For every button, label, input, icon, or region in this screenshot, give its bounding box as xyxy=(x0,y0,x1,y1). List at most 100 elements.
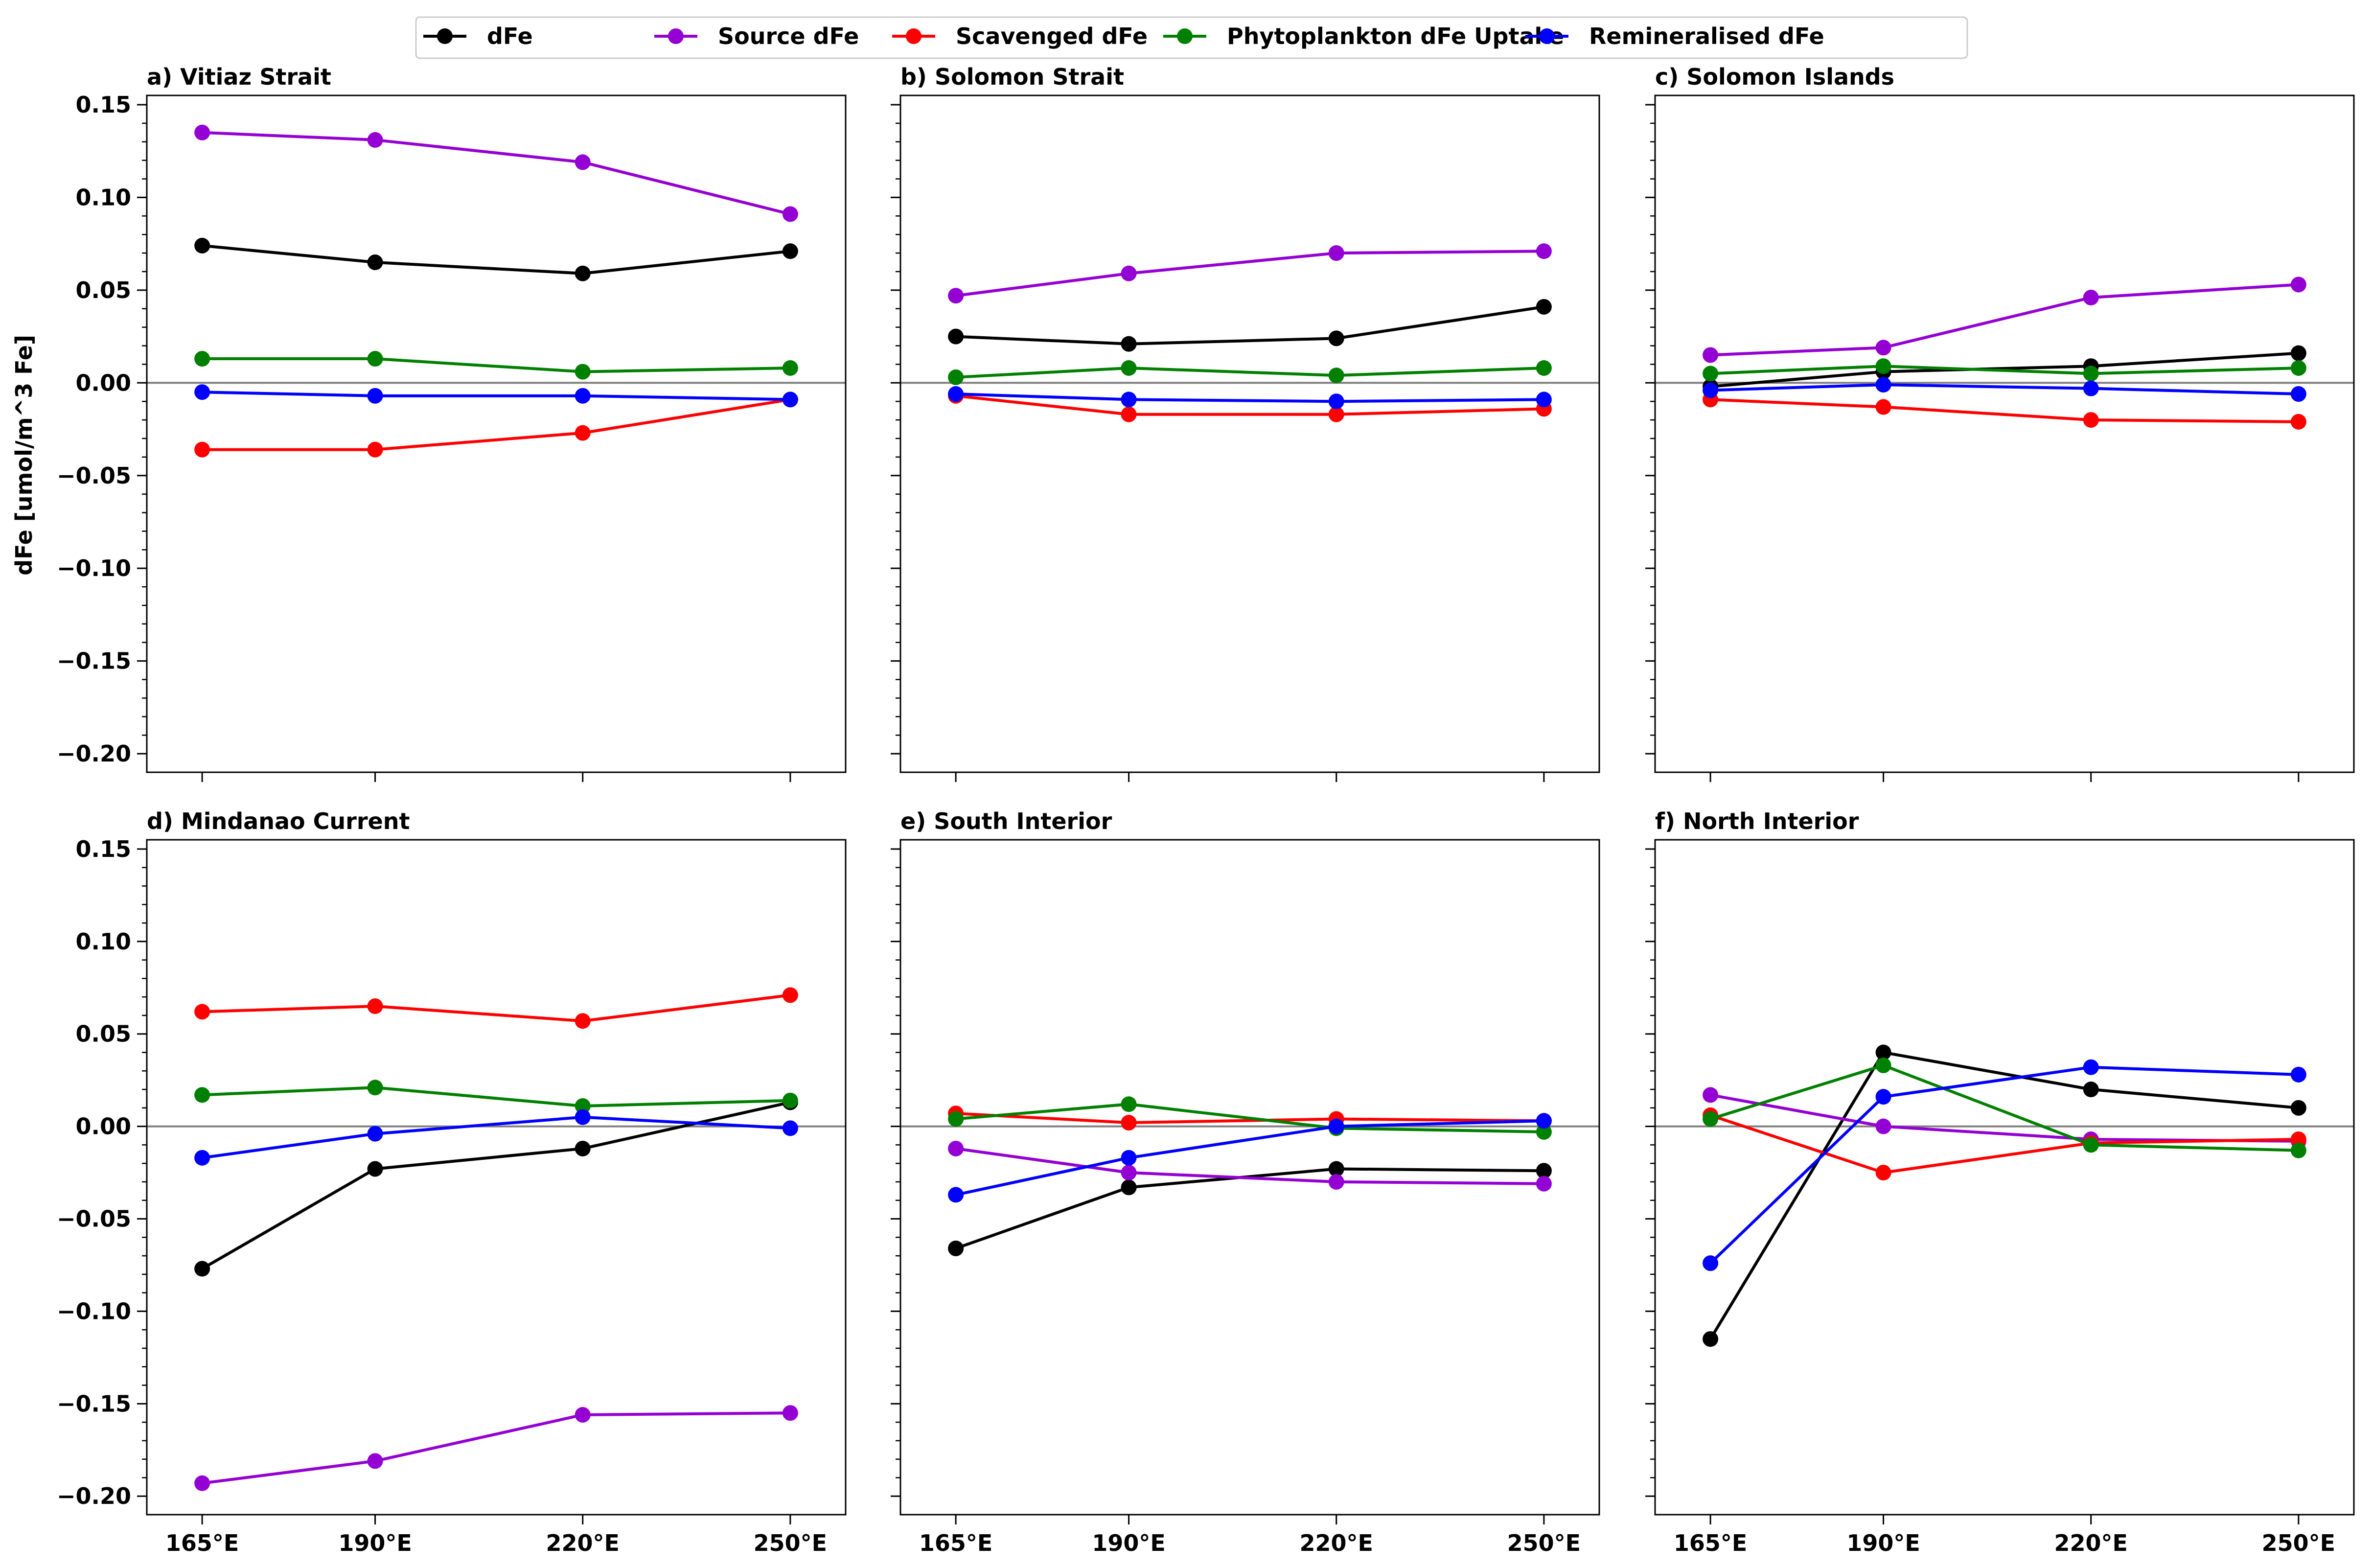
panel-b-solomon-strait-scavenged-dfe-line xyxy=(955,394,1544,416)
panel-b-solomon-strait-remineralised-dfe-line xyxy=(956,392,1544,403)
panel-e-south-interior-dfe-line xyxy=(955,1167,1544,1250)
panel-d-mindanao-current-y-tick-label: −0.05 xyxy=(57,1206,131,1232)
panel-f-north-interior-phytoplankton-dfe-uptake-point xyxy=(2083,1137,2099,1153)
panel-b-solomon-strait-dfe-point xyxy=(1328,330,1344,346)
panel-c-solomon-islands-phytoplankton-dfe-uptake-point xyxy=(1703,366,1719,382)
panel-f-north-interior-phytoplankton-dfe-uptake-line xyxy=(1710,1063,2299,1152)
panel-a-vitiaz-strait-phytoplankton-dfe-uptake-point xyxy=(194,351,210,367)
panel-f-north-interior-dfe-point xyxy=(1703,1331,1719,1347)
panel-d-mindanao-current-phytoplankton-dfe-uptake-line xyxy=(202,1086,790,1108)
panel-b-solomon-strait-dfe-point xyxy=(948,328,964,345)
panel-d-mindanao-current-source-dfe-point xyxy=(367,1453,383,1469)
panel-b-solomon-strait-source-dfe-point xyxy=(1536,243,1552,259)
panel-c-solomon-islands-scavenged-dfe-point xyxy=(1875,399,1891,415)
panel-c-solomon-islands: c) Solomon Islands xyxy=(1645,64,2355,782)
panel-c-solomon-islands-source-dfe-point xyxy=(2083,290,2099,306)
panel-e-south-interior-x-tick-label: 250°E xyxy=(1507,1530,1581,1556)
panel-b-solomon-strait-scavenged-dfe-point xyxy=(1328,406,1344,422)
panel-d-mindanao-current-source-dfe-point xyxy=(575,1407,591,1423)
panel-d-mindanao-current-scavenged-dfe-point xyxy=(367,998,383,1015)
panel-b-solomon-strait-phytoplankton-dfe-uptake-line xyxy=(955,366,1544,379)
panel-d-mindanao-current-y-tick-label: 0.00 xyxy=(76,1113,132,1140)
panel-a-vitiaz-strait-remineralised-dfe-point xyxy=(575,388,591,404)
panel-b-solomon-strait-remineralised-dfe-point xyxy=(948,386,964,402)
panel-a-vitiaz-strait-scavenged-dfe-point xyxy=(367,441,383,458)
panel-f-north-interior-source-dfe-line xyxy=(1710,1093,2299,1143)
panel-a-vitiaz-strait-source-dfe-point xyxy=(782,206,798,222)
panel-c-solomon-islands-phytoplankton-dfe-uptake-line xyxy=(1710,365,2299,375)
panel-f-north-interior-dfe-point xyxy=(2083,1082,2099,1098)
panel-b-solomon-strait-frame xyxy=(899,94,1600,773)
panel-d-mindanao-current-dfe-line xyxy=(201,1101,791,1270)
panel-c-solomon-islands-source-dfe-point xyxy=(1875,340,1891,356)
panel-d-mindanao-current-scavenged-dfe-point xyxy=(782,987,798,1003)
panel-f-north-interior-scavenged-dfe-point xyxy=(1875,1165,1891,1181)
panel-b-solomon-strait-remineralised-dfe-point xyxy=(1328,393,1344,410)
legend-marker-dfe xyxy=(437,28,453,44)
panel-c-solomon-islands-scavenged-dfe-line xyxy=(1710,398,2299,423)
panel-d-mindanao-current-remineralised-dfe-point xyxy=(194,1150,210,1166)
panel-f-north-interior-phytoplankton-dfe-uptake-point xyxy=(1703,1111,1719,1127)
panel-a-vitiaz-strait-scavenged-dfe-point xyxy=(575,425,591,441)
panel-e-south-interior-x-tick-label: 190°E xyxy=(1092,1530,1165,1556)
panel-f-north-interior-dfe-point xyxy=(2290,1100,2306,1116)
panel-e-south-interior-phytoplankton-dfe-uptake-point xyxy=(948,1111,964,1127)
panel-d-mindanao-current-source-dfe-point xyxy=(194,1475,210,1491)
panel-d-mindanao-current-dfe-point xyxy=(575,1140,591,1156)
panel-b-solomon-strait-phytoplankton-dfe-uptake-point xyxy=(1328,368,1344,384)
panel-a-vitiaz-strait-y-tick-label: 0.10 xyxy=(76,184,132,210)
panel-d-mindanao-current-x-tick-label: 165°E xyxy=(165,1530,239,1556)
panel-d-mindanao-current-remineralised-dfe-point xyxy=(575,1109,591,1125)
panel-a-vitiaz-strait-source-dfe-point xyxy=(575,154,591,170)
panel-d-mindanao-current-phytoplankton-dfe-uptake-point xyxy=(575,1098,591,1114)
panel-a-vitiaz-strait-dfe-point xyxy=(367,254,383,271)
panel-f-north-interior-phytoplankton-dfe-uptake-point xyxy=(2290,1142,2306,1158)
panel-f-north-interior-source-dfe-point xyxy=(1703,1087,1719,1103)
panel-e-south-interior-source-dfe-line xyxy=(955,1147,1544,1185)
panel-e-south-interior-title: e) South Interior xyxy=(900,808,1112,834)
panel-f-north-interior-scavenged-dfe-line xyxy=(1710,1114,2299,1175)
panel-b-solomon-strait-dfe-point xyxy=(1121,336,1137,352)
panel-c-solomon-islands-phytoplankton-dfe-uptake-point xyxy=(2290,360,2306,376)
panel-c-solomon-islands-remineralised-dfe-point xyxy=(2083,380,2099,396)
panel-d-mindanao-current-source-dfe-line xyxy=(202,1411,790,1485)
panel-a-vitiaz-strait-phytoplankton-dfe-uptake-point xyxy=(367,351,383,367)
panel-a-vitiaz-strait-dfe-line xyxy=(202,244,791,275)
panel-e-south-interior: e) South Interior 165°E 190°E 220°E 250°E xyxy=(891,808,1600,1556)
panel-a-vitiaz-strait-y-tick-label: 0.15 xyxy=(76,92,132,118)
legend-item-phytoplankton-dfe-uptake: Phytoplankton dFe Uptake xyxy=(1163,23,1564,49)
panel-e-south-interior-phytoplankton-dfe-uptake-point xyxy=(1536,1124,1552,1140)
panel-f-north-interior-remineralised-dfe-line xyxy=(1709,1065,2299,1265)
legend-marker-source-dfe xyxy=(668,28,684,44)
panel-e-south-interior-x-tick-label: 165°E xyxy=(919,1530,992,1556)
panel-f-north-interior-scavenged-dfe-point xyxy=(2290,1131,2306,1148)
panel-c-solomon-islands-scavenged-dfe-point xyxy=(2083,412,2099,428)
panel-e-south-interior-source-dfe-point xyxy=(1328,1174,1344,1190)
panel-d-mindanao-current-remineralised-dfe-line xyxy=(202,1115,791,1159)
panel-a-vitiaz-strait-phytoplankton-dfe-uptake-point xyxy=(782,360,798,376)
panel-a-vitiaz-strait-remineralised-dfe-line xyxy=(202,391,790,401)
panel-f-north-interior-source-dfe-point xyxy=(1875,1118,1891,1134)
panel-a-vitiaz-strait-y-tick-label: −0.05 xyxy=(57,462,131,489)
panel-e-south-interior-dfe-point xyxy=(1121,1179,1137,1196)
panel-d-mindanao-current-phytoplankton-dfe-uptake-point xyxy=(782,1092,798,1108)
panel-c-solomon-islands-phytoplankton-dfe-uptake-point xyxy=(1875,358,1891,374)
legend-marker-remineralised-dfe xyxy=(1539,28,1555,44)
legend-item-dfe: dFe xyxy=(423,23,533,49)
panel-c-solomon-islands-source-dfe-point xyxy=(1703,347,1719,363)
panel-b-solomon-strait-dfe-line xyxy=(955,305,1544,346)
panel-f-north-interior-remineralised-dfe-point xyxy=(1875,1089,1891,1105)
panel-d-mindanao-current-scavenged-dfe-point xyxy=(194,1004,210,1020)
panel-d-mindanao-current-y-tick-label: −0.15 xyxy=(57,1390,131,1417)
panel-d-mindanao-current-remineralised-dfe-point xyxy=(367,1126,383,1142)
panel-d-mindanao-current-dfe-point xyxy=(194,1261,210,1277)
panel-c-solomon-islands-source-dfe-point xyxy=(2290,277,2306,293)
panel-e-south-interior-remineralised-dfe-point xyxy=(1328,1118,1344,1134)
legend-item-source-dfe: Source dFe xyxy=(654,23,859,49)
panel-b-solomon-strait-title: b) Solomon Strait xyxy=(900,64,1124,90)
panel-c-solomon-islands-dfe-point xyxy=(2290,345,2306,361)
legend-item-scavenged-dfe: Scavenged dFe xyxy=(892,23,1148,49)
panel-d-mindanao-current-y-tick-label: −0.10 xyxy=(57,1298,131,1324)
panel-c-solomon-islands-remineralised-dfe-point xyxy=(1875,377,1891,393)
